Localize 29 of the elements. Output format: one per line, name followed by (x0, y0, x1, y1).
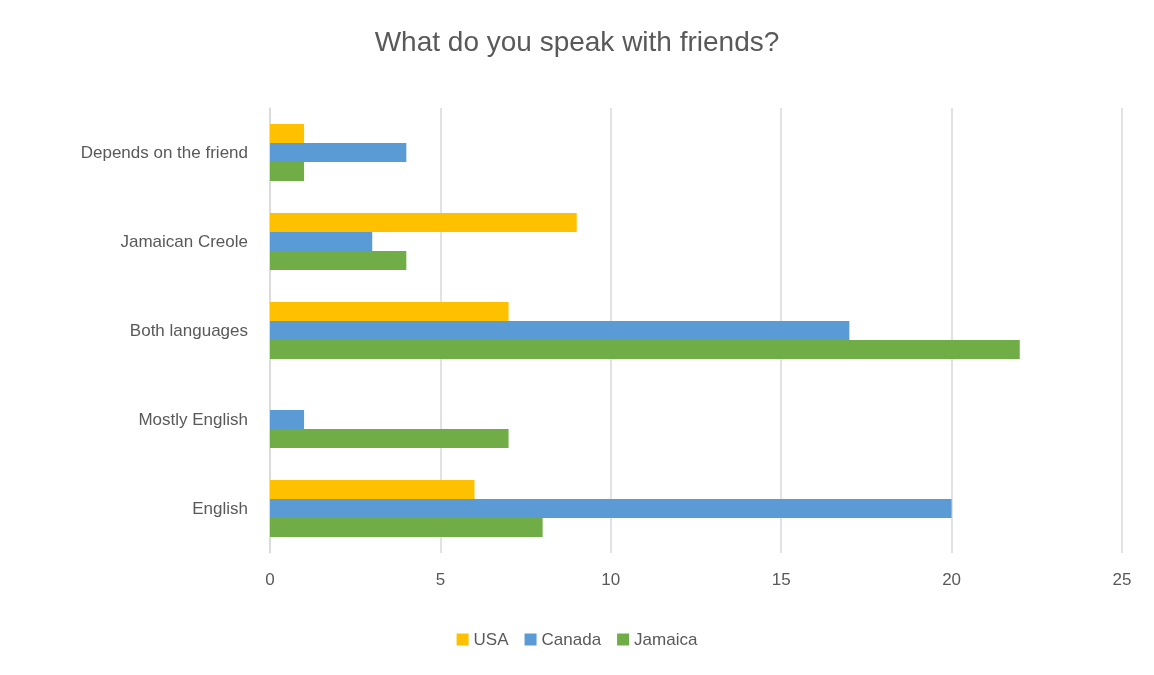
bar (270, 480, 475, 500)
bar (270, 124, 305, 144)
bar (270, 499, 952, 518)
y-tick-label: Depends on the friend (80, 143, 248, 162)
x-tick-label: 0 (265, 570, 275, 589)
y-tick-label: Mostly English (138, 410, 248, 429)
y-tick-label: Jamaican Creole (120, 232, 248, 251)
legend-label: Canada (541, 630, 602, 649)
x-tick-label: 10 (601, 570, 621, 589)
bar (270, 428, 509, 448)
bar (270, 321, 850, 340)
x-tick-label: 5 (435, 570, 446, 589)
bar (270, 232, 373, 251)
bar (270, 213, 577, 233)
legend-label: Jamaica (634, 630, 698, 649)
bar (270, 339, 1020, 359)
x-tick-label: 15 (771, 570, 791, 589)
bar (270, 143, 407, 162)
bar (270, 410, 305, 429)
x-tick-label: 25 (1112, 570, 1132, 589)
bar (270, 517, 543, 537)
y-tick-label: English (192, 499, 248, 518)
x-tick-label: 20 (942, 570, 962, 589)
bar (270, 302, 509, 322)
legend-label: USA (473, 630, 510, 649)
bar (270, 161, 305, 181)
bar (270, 250, 407, 270)
chart-title: What do you speak with friends? (374, 25, 780, 57)
y-tick-label: Both languages (129, 321, 248, 340)
